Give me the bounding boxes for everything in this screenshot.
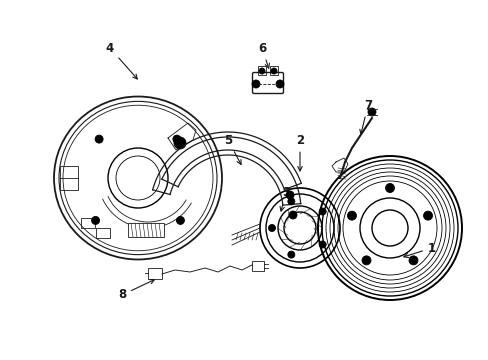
Circle shape [268, 225, 275, 231]
Circle shape [176, 216, 184, 224]
Bar [251, 261, 264, 271]
Circle shape [347, 211, 356, 220]
Bar [128, 223, 163, 237]
Circle shape [287, 198, 294, 205]
Circle shape [287, 251, 294, 258]
Bar [81, 218, 95, 228]
Text: 2: 2 [295, 134, 304, 171]
Text: 4: 4 [106, 41, 137, 79]
Text: 1: 1 [403, 242, 435, 258]
Bar [96, 228, 110, 238]
Text: 7: 7 [359, 99, 371, 134]
Circle shape [251, 80, 260, 88]
Circle shape [319, 241, 325, 248]
Circle shape [385, 184, 394, 193]
Circle shape [361, 256, 370, 265]
Text: 6: 6 [257, 41, 269, 68]
Circle shape [288, 211, 296, 219]
Circle shape [173, 135, 181, 143]
Circle shape [259, 68, 264, 74]
Circle shape [319, 208, 325, 215]
Bar [148, 268, 162, 279]
Circle shape [177, 140, 183, 146]
Circle shape [95, 135, 103, 143]
Circle shape [174, 137, 185, 149]
Circle shape [91, 216, 100, 224]
Text: 5: 5 [224, 134, 241, 165]
Circle shape [367, 108, 375, 116]
Circle shape [275, 80, 284, 88]
Bar [258, 66, 265, 75]
Circle shape [408, 256, 417, 265]
Bar [269, 66, 278, 75]
Circle shape [423, 211, 432, 220]
Text: 3: 3 [280, 185, 289, 211]
Text: 8: 8 [118, 280, 154, 302]
Circle shape [285, 191, 293, 199]
Bar [60, 166, 78, 190]
Circle shape [270, 68, 276, 74]
